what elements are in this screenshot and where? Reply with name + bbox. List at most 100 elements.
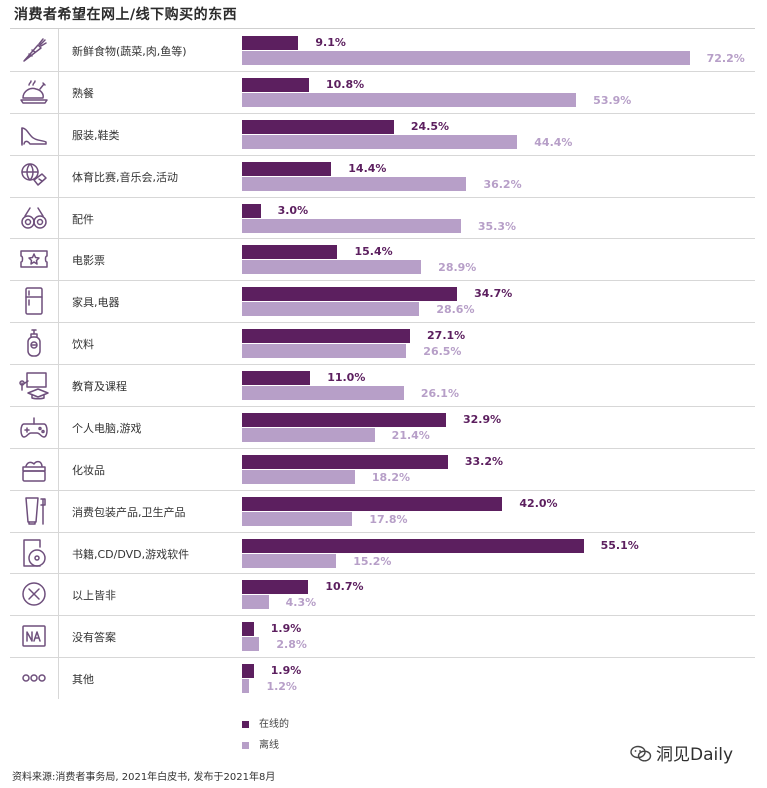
tube-toothbrush-icon — [18, 495, 50, 527]
bar-online — [242, 287, 458, 302]
category-label: 没有答案 — [72, 631, 116, 645]
value-label-offline: 1.2% — [266, 680, 297, 694]
value-label-online: 9.1% — [315, 36, 346, 49]
category-label: 新鲜食物(蔬菜,肉,鱼等) — [72, 45, 187, 58]
bar-offline — [242, 302, 420, 317]
row-separator — [10, 112, 755, 114]
glasses-icon — [18, 202, 50, 234]
value-label-online: 1.9% — [270, 664, 302, 678]
brand-watermark: 洞见Daily — [630, 740, 733, 768]
row-separator — [10, 405, 755, 407]
category-label: 教育及课程 — [72, 380, 127, 393]
category-label: 电影票 — [72, 254, 105, 268]
sports-ball-ticket-icon — [18, 160, 50, 192]
value-label-offline: 18.2% — [371, 470, 410, 484]
bar-offline — [242, 511, 353, 526]
value-label-online: 27.1% — [427, 329, 466, 343]
legend-online-label: 在线的 — [259, 719, 289, 730]
bar-offline — [242, 595, 269, 610]
dots-icon — [18, 662, 50, 694]
bar-offline — [242, 469, 355, 484]
carrot-icon — [18, 34, 50, 66]
chart-area: 新鲜食物(蔬菜,肉,鱼等) 9.1% 72.2% 熟餐 10.8% 53.9% 服装,鞋类 2… — [10, 28, 755, 699]
bar-offline — [242, 92, 577, 107]
value-label-offline: 21.4% — [391, 428, 430, 442]
value-label-offline: 28.6% — [436, 303, 475, 317]
row-separator — [10, 447, 755, 449]
row-separator — [10, 154, 755, 156]
na-box-icon — [18, 620, 50, 652]
row-separator — [10, 531, 755, 533]
row-separator — [10, 573, 755, 575]
value-label-offline: 28.9% — [438, 261, 477, 275]
row-separator — [10, 238, 755, 240]
value-label-online: 11.0% — [327, 371, 366, 384]
category-label: 消费包装产品,卫生产品 — [72, 505, 186, 519]
value-label-online: 32.9% — [462, 412, 502, 426]
value-label-offline: 4.3% — [285, 596, 317, 610]
disc-case-icon — [18, 537, 50, 569]
wechat-icon — [630, 745, 652, 768]
bar-offline — [242, 218, 461, 233]
value-label-offline: 44.4% — [534, 135, 573, 149]
roast-chicken-icon — [18, 76, 50, 108]
value-label-online: 42.0% — [519, 496, 558, 510]
high-heel-icon — [18, 118, 50, 150]
value-label-offline: 2.8% — [276, 638, 307, 652]
teaching-board-icon — [18, 369, 50, 401]
brand-name: 洞见Daily — [656, 745, 734, 765]
category-label: 配件 — [72, 212, 94, 226]
movie-ticket-icon — [18, 243, 50, 275]
row-separator — [10, 280, 755, 282]
bar-online — [242, 622, 254, 637]
value-label-offline: 26.5% — [423, 345, 462, 359]
bar-offline — [242, 176, 467, 191]
row-separator — [10, 489, 755, 491]
cosmetics-jar-icon — [18, 453, 50, 485]
drink-bottle-icon — [18, 327, 50, 359]
row-separator — [10, 70, 755, 72]
value-label-online: 10.8% — [325, 77, 365, 91]
value-label-online: 24.5% — [410, 119, 450, 133]
bar-online — [242, 119, 394, 134]
gamepad-icon — [18, 411, 50, 443]
row-separator — [10, 322, 755, 324]
value-label-online: 3.0% — [277, 203, 309, 217]
bar-online — [242, 538, 584, 553]
category-label: 其他 — [72, 673, 94, 687]
row-separator — [10, 657, 755, 659]
bar-offline — [242, 679, 250, 694]
row-separator — [10, 615, 755, 617]
value-label-offline: 36.2% — [483, 177, 522, 191]
legend-online: 在线的 — [242, 715, 289, 730]
value-label-online: 10.7% — [325, 580, 364, 594]
bar-online — [242, 371, 311, 385]
value-label-online: 15.4% — [354, 245, 393, 259]
bar-online — [242, 245, 338, 260]
bar-online — [242, 496, 503, 511]
category-label: 家具,电器 — [72, 296, 120, 310]
bar-offline — [242, 51, 690, 65]
value-label-offline: 15.2% — [353, 554, 392, 568]
bar-offline — [242, 427, 375, 442]
row-separator — [10, 196, 755, 198]
bar-offline — [242, 553, 337, 568]
source-note: 资料来源:消费者事务局, 2021年白皮书, 发布于2021年8月 — [12, 772, 276, 783]
bar-offline — [242, 637, 260, 652]
value-label-offline: 26.1% — [420, 387, 459, 400]
legend-offline: 离线 — [242, 736, 279, 751]
value-label-online: 34.7% — [474, 287, 513, 301]
value-label-online: 1.9% — [270, 622, 302, 636]
category-label: 个人电脑,游戏 — [72, 421, 142, 435]
bar-online — [242, 161, 332, 176]
category-label: 化妆品 — [72, 463, 105, 477]
category-label: 熟餐 — [72, 86, 94, 100]
legend-offline-swatch — [242, 741, 249, 749]
category-label: 服装,鞋类 — [72, 128, 120, 142]
category-label: 体育比赛,音乐会,活动 — [72, 170, 178, 184]
bar-offline — [242, 344, 407, 359]
chart-title: 消费者希望在网上/线下购买的东西 — [14, 7, 238, 23]
value-label-offline: 17.8% — [369, 512, 408, 526]
legend-online-swatch — [242, 720, 249, 728]
category-label: 饮料 — [72, 338, 94, 352]
